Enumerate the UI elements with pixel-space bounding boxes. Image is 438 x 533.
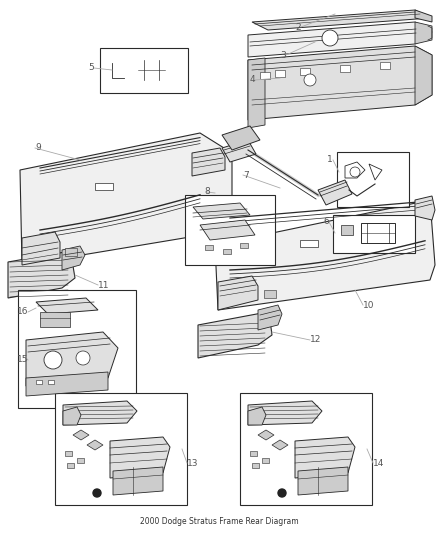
Bar xyxy=(95,183,113,190)
Polygon shape xyxy=(218,276,258,310)
Bar xyxy=(337,152,409,207)
Polygon shape xyxy=(87,440,103,450)
Bar xyxy=(240,393,372,505)
Polygon shape xyxy=(295,437,355,478)
Text: 9: 9 xyxy=(35,143,41,152)
Text: 13: 13 xyxy=(187,458,198,467)
Polygon shape xyxy=(110,437,170,478)
Bar xyxy=(40,312,70,327)
Polygon shape xyxy=(22,232,60,265)
Text: 2: 2 xyxy=(295,22,301,31)
Polygon shape xyxy=(113,467,163,495)
Bar xyxy=(275,70,285,77)
Bar xyxy=(36,380,42,384)
Text: 1: 1 xyxy=(327,156,333,165)
Polygon shape xyxy=(248,401,322,425)
Polygon shape xyxy=(200,220,255,240)
Polygon shape xyxy=(415,22,432,44)
Polygon shape xyxy=(8,252,75,298)
Bar xyxy=(250,451,257,456)
Bar xyxy=(252,463,259,468)
Bar xyxy=(262,458,269,463)
Bar xyxy=(65,248,77,256)
Polygon shape xyxy=(298,467,348,495)
Circle shape xyxy=(76,351,90,365)
Polygon shape xyxy=(222,140,256,162)
Text: 5: 5 xyxy=(88,63,94,72)
Polygon shape xyxy=(248,46,432,120)
Polygon shape xyxy=(73,430,89,440)
Bar xyxy=(65,451,72,456)
Text: 8: 8 xyxy=(204,188,210,197)
Bar xyxy=(55,393,187,505)
Circle shape xyxy=(278,489,286,497)
Circle shape xyxy=(44,351,62,369)
Bar xyxy=(223,249,231,254)
Polygon shape xyxy=(63,401,137,425)
Bar xyxy=(340,65,350,72)
Bar xyxy=(380,62,390,69)
Text: 6: 6 xyxy=(323,217,329,227)
Circle shape xyxy=(322,30,338,46)
Polygon shape xyxy=(62,246,85,270)
Text: 12: 12 xyxy=(310,335,321,344)
Bar xyxy=(300,240,318,247)
Bar xyxy=(48,380,54,384)
Bar xyxy=(264,290,276,298)
Text: 10: 10 xyxy=(363,301,374,310)
Text: 16: 16 xyxy=(17,308,28,317)
Polygon shape xyxy=(248,58,265,128)
Bar xyxy=(18,290,136,408)
Polygon shape xyxy=(248,22,432,57)
Polygon shape xyxy=(198,313,272,358)
Bar xyxy=(185,195,275,265)
Text: 11: 11 xyxy=(98,280,110,289)
Polygon shape xyxy=(192,148,225,176)
Polygon shape xyxy=(369,164,382,180)
Polygon shape xyxy=(20,133,232,265)
Polygon shape xyxy=(345,162,365,178)
Polygon shape xyxy=(415,46,432,105)
Bar xyxy=(77,458,84,463)
Circle shape xyxy=(350,167,360,177)
Polygon shape xyxy=(272,440,288,450)
Bar xyxy=(67,463,74,468)
Polygon shape xyxy=(215,200,435,310)
Text: 14: 14 xyxy=(373,458,385,467)
Text: 15: 15 xyxy=(17,356,28,365)
Bar xyxy=(205,245,213,250)
Polygon shape xyxy=(248,407,266,425)
Bar xyxy=(333,215,415,253)
Text: 2000 Dodge Stratus Frame Rear Diagram: 2000 Dodge Stratus Frame Rear Diagram xyxy=(140,518,298,527)
Text: 3: 3 xyxy=(280,51,286,60)
Polygon shape xyxy=(112,61,124,77)
Circle shape xyxy=(304,74,316,86)
Polygon shape xyxy=(193,203,250,219)
Polygon shape xyxy=(415,10,432,22)
Polygon shape xyxy=(415,196,435,220)
Bar xyxy=(341,225,353,235)
Polygon shape xyxy=(63,407,81,425)
Polygon shape xyxy=(318,180,352,205)
Polygon shape xyxy=(36,298,98,314)
Bar xyxy=(300,68,310,75)
Polygon shape xyxy=(26,332,118,386)
Polygon shape xyxy=(258,430,274,440)
Text: 7: 7 xyxy=(243,171,249,180)
Circle shape xyxy=(93,489,101,497)
Bar xyxy=(260,72,270,79)
Polygon shape xyxy=(26,372,108,396)
Bar xyxy=(100,48,188,93)
Polygon shape xyxy=(252,10,430,30)
Polygon shape xyxy=(258,305,282,330)
Bar xyxy=(240,243,248,248)
Polygon shape xyxy=(222,126,260,150)
Text: 4: 4 xyxy=(249,76,255,85)
